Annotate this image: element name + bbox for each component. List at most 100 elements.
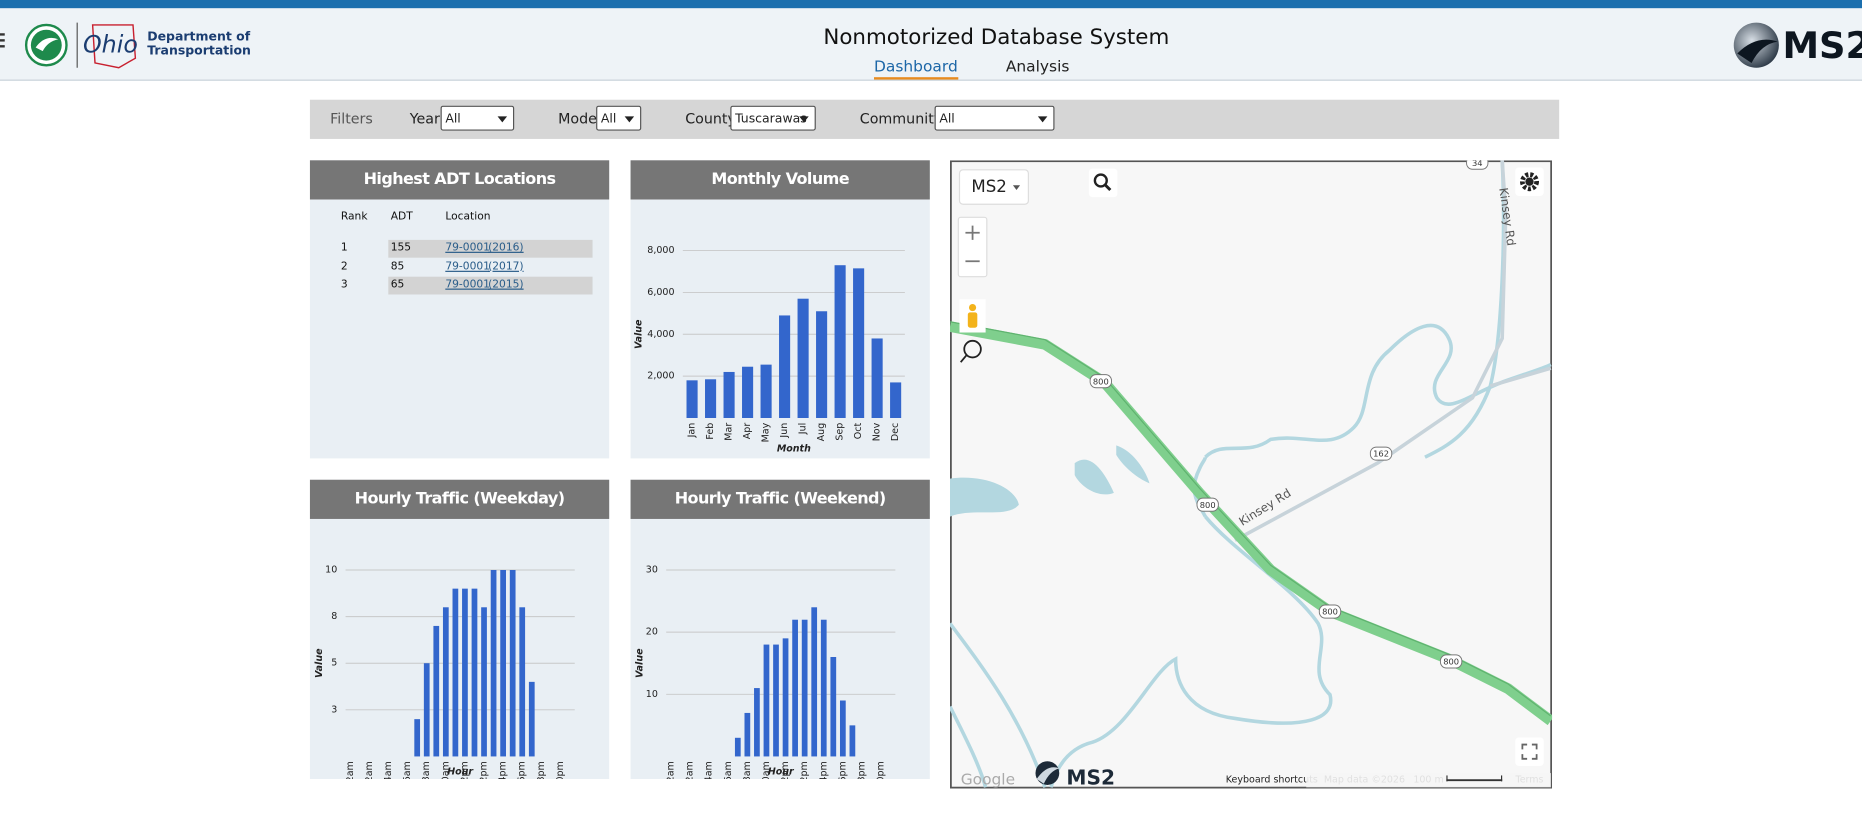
bar — [782, 638, 789, 757]
chart: 10 20 30 12am 2am 4am 6am 8am 10am 12pm 2pm 4pm 6pm 8… — [634, 565, 896, 789]
rank: 1 — [340, 242, 348, 255]
bar — [500, 570, 506, 757]
year-link[interactable]: (2016) — [488, 242, 524, 255]
filter-label: Filters — [330, 110, 373, 128]
x-tick-label: 6am — [723, 761, 734, 779]
fullscreen-button[interactable] — [1515, 737, 1544, 766]
header: Ohio Department of Transportation Nonmot… — [0, 8, 1862, 81]
adt: 85 — [390, 260, 405, 273]
logo-text: Department of — [147, 29, 251, 44]
location-link[interactable]: 79-0001 — [445, 279, 490, 291]
bar — [481, 607, 487, 757]
bar — [763, 644, 770, 757]
explore-button[interactable] — [963, 339, 982, 359]
filter-bar: Filters Year All Mode All County Tuscara… — [309, 99, 1560, 139]
x-tick-label: Jun — [779, 423, 790, 439]
x-tick-label: Aug — [816, 423, 827, 442]
map-controls: MS2 — [957, 167, 1551, 788]
x-tick-label: Oct — [853, 422, 864, 439]
rank: 3 — [340, 279, 348, 291]
bar — [830, 657, 837, 757]
x-tick-label: Dec — [890, 423, 901, 441]
y-tick-label: 20 — [646, 627, 658, 638]
bar — [871, 338, 883, 418]
bar — [471, 588, 478, 757]
search-button[interactable] — [1088, 168, 1118, 198]
location-link[interactable]: 79-0001 — [445, 242, 490, 255]
y-tick-label: 10 — [325, 565, 337, 576]
chart: 2,000 4,000 6,000 8,000 Jan Feb Mar Apr May Jun Ju… — [633, 245, 905, 454]
row-shade — [388, 276, 593, 295]
map-menu-label: MS2 — [971, 177, 1006, 196]
x-tick-label: 6pm — [837, 761, 848, 779]
bar — [801, 619, 808, 757]
x-tick-label: 12am — [345, 761, 356, 779]
y-tick-label: 8,000 — [647, 245, 674, 256]
x-tick-label: 8am — [742, 761, 753, 779]
x-tick-label: 10pm — [876, 761, 887, 779]
x-tick-label: Feb — [705, 423, 716, 440]
chart-panel: Hourly Traffic (Weekend) 10 20 30 12am 2am 4a… — [630, 479, 930, 789]
bar — [414, 719, 421, 757]
chart: 3 5 8 10 12am 2am 4am 6am 8am 10am 12pm 2pm 4pm 6pm 8p… — [314, 565, 575, 789]
select[interactable]: All — [440, 105, 515, 131]
column-header: ADT — [390, 211, 413, 224]
x-tick-label: 2pm — [799, 761, 810, 779]
year-link[interactable]: (2015) — [488, 279, 524, 291]
roads — [950, 160, 1553, 726]
row-shade — [388, 239, 593, 258]
map-attribution[interactable]: Keyboard shortcuts — [1226, 775, 1318, 786]
chart-panel: Hourly Traffic (Weekday) 3 5 8 10 12am 2am 4am… — [309, 479, 610, 789]
logo: Ohio — [0, 22, 138, 69]
bar — [452, 588, 459, 757]
select[interactable]: All — [596, 105, 642, 131]
bar — [509, 570, 516, 757]
x-tick-label: 2am — [685, 761, 696, 779]
y-tick-label: 5 — [331, 658, 337, 669]
bar — [792, 619, 798, 757]
bar — [705, 379, 717, 418]
bar — [744, 712, 751, 757]
route-shield — [1466, 160, 1489, 170]
column-header: Rank — [340, 211, 368, 224]
bar — [723, 371, 735, 418]
bar — [490, 570, 497, 757]
bar — [519, 607, 526, 757]
nav-link[interactable]: Dashboard — [874, 58, 958, 80]
rank: 2 — [340, 260, 348, 273]
year-link[interactable]: (2017) — [488, 260, 524, 273]
x-tick-label: Jan — [687, 423, 698, 439]
logo-text: Transportation — [147, 43, 251, 59]
x-tick-label: 10pm — [555, 761, 566, 779]
bar — [773, 644, 779, 757]
bar — [528, 681, 535, 757]
map-menu[interactable] — [958, 169, 1029, 205]
bar — [839, 700, 846, 757]
panel-title: Hourly Traffic (Weekday) — [309, 479, 610, 519]
y-axis-title: Value — [634, 648, 645, 678]
x-tick-label: Sep — [835, 423, 846, 441]
bar — [760, 364, 772, 418]
bar — [433, 625, 440, 757]
y-tick-label: 4,000 — [647, 329, 674, 340]
x-axis-title: Month — [777, 443, 811, 454]
bar — [734, 737, 741, 757]
bar — [423, 663, 430, 757]
x-tick-label: 2am — [364, 761, 375, 779]
adt: 155 — [390, 242, 412, 255]
logo-ms2: MS2 — [1782, 24, 1862, 67]
y-tick-label: 10 — [646, 689, 658, 700]
route-shield — [1369, 446, 1393, 461]
x-tick-label: Mar — [724, 423, 735, 441]
bar — [811, 607, 818, 757]
location-link[interactable]: 79-0001 — [445, 260, 490, 273]
select[interactable]: All — [934, 105, 1055, 131]
x-tick-label: 12pm — [459, 761, 470, 779]
select[interactable]: Tuscarawas — [730, 105, 816, 131]
nav-link[interactable]: Analysis — [1005, 58, 1070, 76]
x-tick-label: 2pm — [479, 761, 490, 779]
